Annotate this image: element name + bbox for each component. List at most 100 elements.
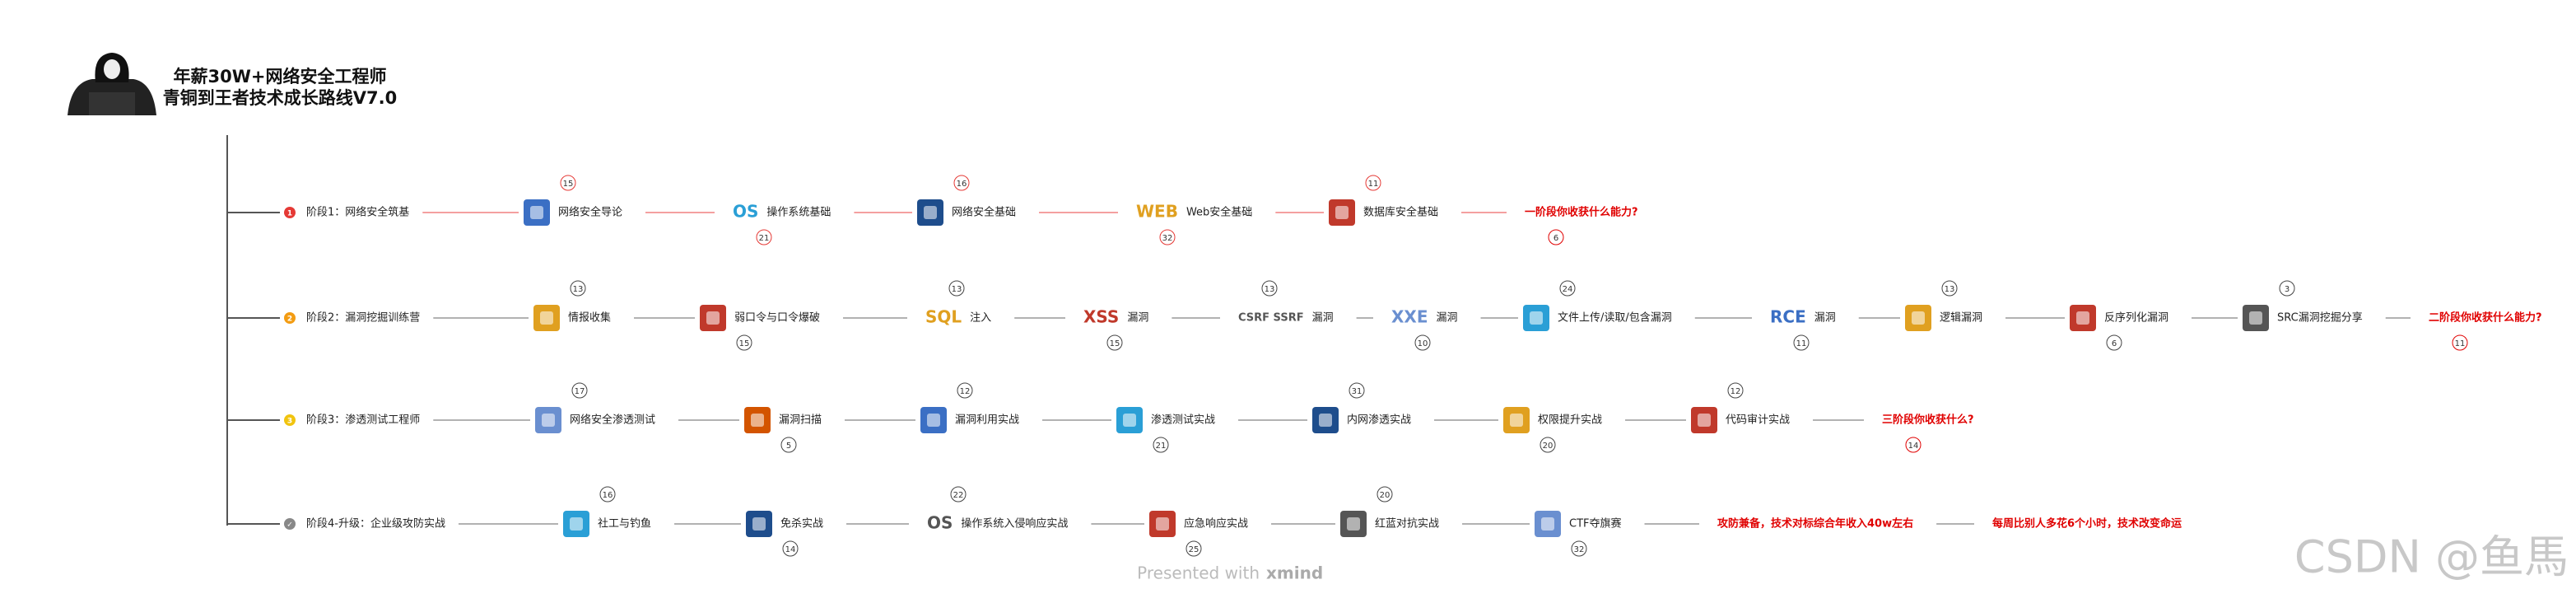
node-label: 网络安全基础 (952, 206, 1016, 219)
footer-text: Presented with (1137, 563, 1260, 583)
node-label: 漏洞 (1312, 311, 1334, 325)
badge (2452, 334, 2468, 351)
node-label: 内网渗透实战 (1347, 414, 1411, 427)
node: 社工与钓鱼 16 (558, 486, 675, 539)
node: SRC漏洞挖掘分享 3 (2238, 280, 2386, 333)
badge (2106, 334, 2122, 351)
stage: 1 阶段1：网络安全筑基 网络安全导论 15 OS 操作系统基础 21 网络安全基础 16 WEB… (227, 175, 1661, 245)
node-icon-detail (1510, 414, 1523, 427)
node-bg (1118, 198, 1276, 227)
node-bg (1507, 198, 1661, 227)
node-icon-text: OS (733, 202, 758, 222)
badge (1905, 437, 1922, 453)
node-label: 二阶段你收获什么能力? (2429, 311, 2542, 325)
badge-text: 32 (1574, 545, 1585, 554)
node-bg (1220, 303, 1357, 333)
node-label: 漏洞扫描 (779, 414, 822, 427)
node: 内网渗透实战 31 (1307, 382, 1435, 435)
node-icon-text: SQL (925, 307, 962, 327)
node-label: 操作系统基础 (766, 206, 831, 219)
badge-text: 13 (573, 285, 584, 294)
node-bg (715, 198, 855, 227)
node-label: 数据库安全基础 (1363, 206, 1438, 219)
badge-text: 14 (1908, 442, 1919, 451)
stage: 3 阶段3：渗透测试工程师 网络安全渗透测试 17 漏洞扫描 5 漏洞利用实战 12 渗透测试实… (227, 382, 1997, 453)
node-label: 应急响应实战 (1184, 517, 1248, 531)
badge-text: 20 (1380, 491, 1390, 500)
node: 数据库安全基础 11 (1324, 175, 1462, 227)
node-label: 注入 (970, 312, 991, 325)
node-icon-text: WEB (1136, 202, 1178, 222)
node-label: 权限提升实战 (1538, 414, 1602, 427)
node-icon-detail (706, 311, 720, 325)
node-icon-detail (542, 414, 555, 427)
node-label: 逻辑漏洞 (1940, 311, 1982, 325)
node-icon-detail (924, 206, 937, 219)
node-label: 攻防兼备，技术对标综合年收入40w左右 (1717, 517, 1913, 531)
stage-marker (284, 518, 296, 530)
label-bg (280, 201, 423, 224)
badge (1548, 229, 1564, 245)
node-label: Web安全基础 (1186, 206, 1252, 219)
node: SQL 注入 13 (907, 280, 1015, 333)
stage-marker-text: 3 (287, 418, 292, 426)
node: RCE 漏洞 11 (1752, 303, 1859, 351)
badge-text: 6 (2112, 339, 2117, 348)
node-label: 漏洞利用实战 (955, 414, 1019, 427)
node-bg (1065, 303, 1172, 333)
badge (1414, 334, 1431, 351)
node-label: 网络安全导论 (558, 206, 622, 219)
node: 应急响应实战 25 (1144, 509, 1272, 557)
node-icon-detail (1530, 311, 1543, 325)
node: 漏洞扫描 5 (739, 405, 845, 453)
badge-text: 31 (1352, 387, 1363, 396)
badge-text: 3 (2285, 285, 2290, 294)
badge-text: 11 (1368, 180, 1379, 189)
badge-text: 11 (1796, 339, 1807, 348)
badge-text: 24 (1563, 285, 1573, 294)
node-icon-detail (927, 414, 940, 427)
node-label: CTF夺旗赛 (1569, 517, 1622, 531)
badge-text: 12 (1731, 387, 1741, 396)
badge-text: 10 (1418, 339, 1428, 348)
stage-label: 阶段4-升级：企业级攻防实战 (306, 517, 445, 531)
badge-text: 15 (1110, 339, 1120, 348)
node-bg (1752, 303, 1859, 333)
badge-text: 13 (1945, 285, 1955, 294)
badge (1540, 437, 1556, 453)
node-icon-text: CSRF SSRF (1238, 312, 1304, 325)
stage-label: 阶段1：网络安全筑基 (306, 206, 409, 219)
badge (782, 540, 799, 557)
node: 攻防兼备，技术对标综合年收入40w左右 (1699, 509, 1937, 539)
badge (1153, 437, 1169, 453)
badge (599, 486, 616, 502)
node: 网络安全基础 16 (912, 175, 1040, 227)
badge (957, 382, 973, 399)
node-icon-detail (1319, 414, 1332, 427)
node-icon-detail (1335, 206, 1349, 219)
node-bg (1974, 509, 2206, 539)
node-label: 代码审计实战 (1726, 414, 1790, 427)
node-label: 漏洞 (1127, 311, 1148, 325)
node: 二阶段你收获什么能力? 11 (2411, 303, 2565, 351)
badge-text: 6 (1554, 234, 1558, 243)
node-icon-text: XXE (1391, 307, 1428, 327)
node-icon-detail (1123, 414, 1136, 427)
badge-text: 5 (786, 442, 791, 451)
node-label: 免杀实战 (780, 518, 823, 531)
node: 每周比别人多花6个小时，技术改变命运 (1974, 509, 2206, 539)
node-icon-text: RCE (1770, 307, 1806, 327)
badge-text: 21 (759, 234, 770, 243)
node: XSS 漏洞 15 (1065, 303, 1172, 351)
badge (560, 175, 576, 191)
stage-label: 阶段2：漏洞挖掘训练营 (306, 311, 420, 325)
node-icon-detail (1912, 311, 1925, 325)
node-icon-detail (1156, 517, 1169, 531)
badge-text: 13 (1265, 285, 1275, 294)
stage-marker (284, 207, 296, 218)
node: 情报收集 13 (529, 280, 635, 333)
label-bg (280, 409, 434, 432)
stage-marker-text: 2 (287, 316, 292, 324)
footer-brand: xmind (1266, 563, 1323, 583)
